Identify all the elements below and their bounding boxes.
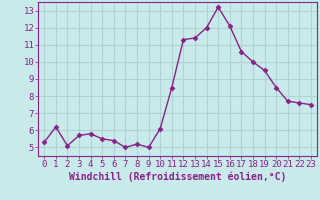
X-axis label: Windchill (Refroidissement éolien,°C): Windchill (Refroidissement éolien,°C) — [69, 172, 286, 182]
